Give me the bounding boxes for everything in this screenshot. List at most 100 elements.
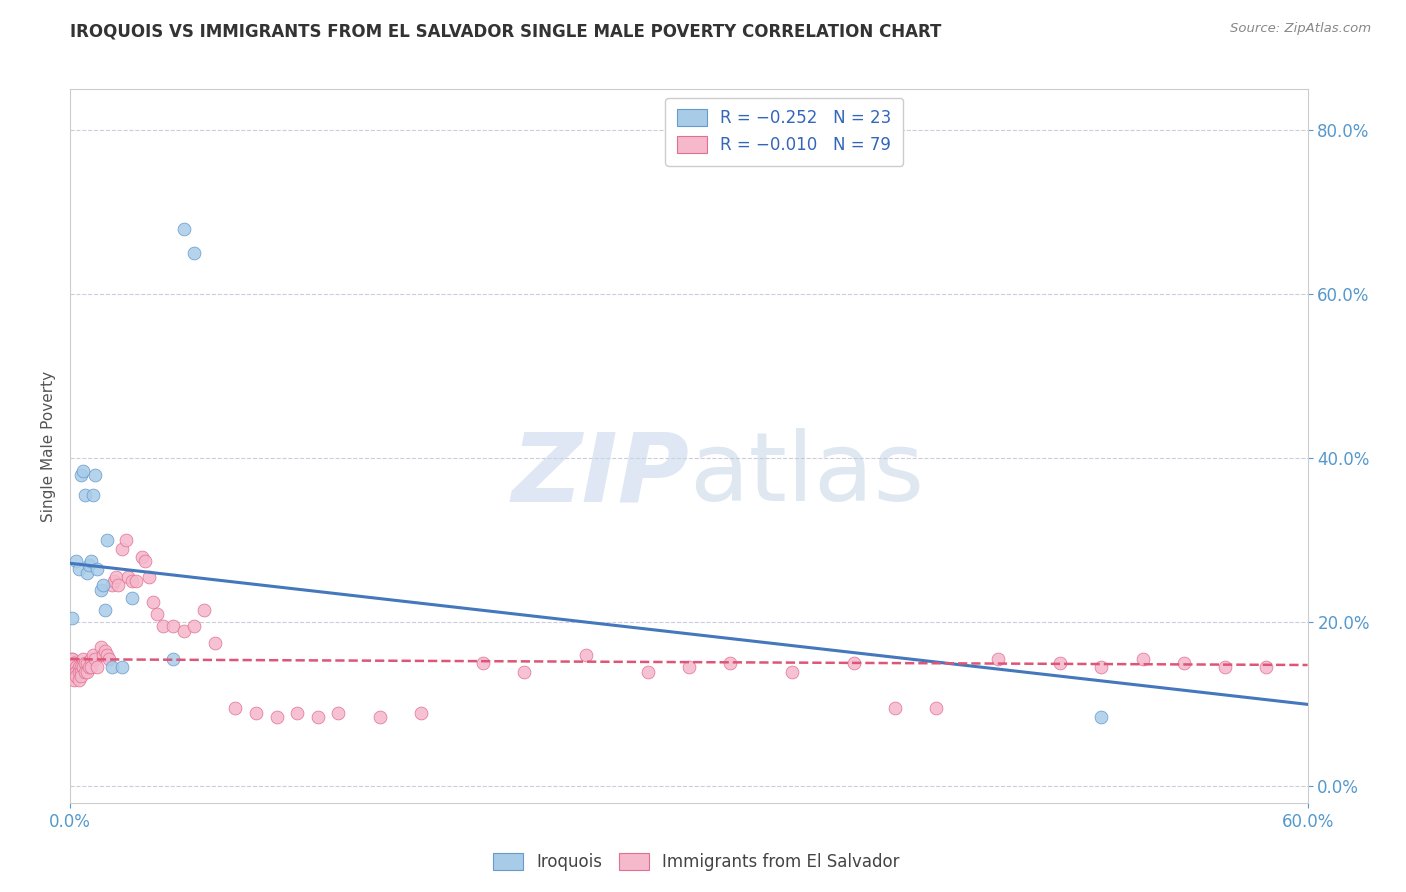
Point: [307, 709, 329, 723]
Point: [245, 706, 267, 720]
Point: [77, 660, 100, 674]
Point: [98, 652, 121, 666]
Point: [146, 607, 169, 622]
Point: [72, 464, 94, 478]
Point: [65, 554, 87, 568]
Point: [224, 701, 246, 715]
Point: [91, 578, 114, 592]
Point: [63, 657, 86, 671]
Text: atlas: atlas: [689, 428, 924, 521]
Point: [1213, 660, 1236, 674]
Legend: R = −0.252   N = 23, R = −0.010   N = 79: R = −0.252 N = 23, R = −0.010 N = 79: [665, 97, 903, 166]
Point: [96, 648, 118, 662]
Point: [111, 660, 134, 674]
Point: [65, 668, 87, 682]
Point: [575, 648, 598, 662]
Point: [67, 660, 90, 674]
Point: [80, 652, 103, 666]
Text: Source: ZipAtlas.com: Source: ZipAtlas.com: [1230, 22, 1371, 36]
Point: [94, 644, 117, 658]
Point: [637, 665, 659, 679]
Point: [60, 668, 83, 682]
Point: [73, 488, 96, 502]
Point: [104, 570, 127, 584]
Point: [266, 709, 288, 723]
Point: [67, 665, 90, 679]
Point: [987, 652, 1010, 666]
Point: [72, 652, 94, 666]
Point: [63, 673, 86, 687]
Point: [60, 660, 83, 674]
Point: [65, 665, 87, 679]
Point: [67, 562, 90, 576]
Point: [204, 636, 226, 650]
Point: [72, 660, 94, 674]
Point: [67, 673, 90, 687]
Point: [1132, 652, 1154, 666]
Point: [162, 652, 184, 666]
Point: [76, 665, 98, 679]
Point: [73, 665, 96, 679]
Point: [780, 665, 803, 679]
Point: [84, 467, 107, 482]
Point: [121, 591, 143, 605]
Point: [82, 648, 104, 662]
Point: [162, 619, 184, 633]
Point: [193, 603, 215, 617]
Point: [328, 706, 350, 720]
Point: [76, 566, 98, 581]
Point: [925, 701, 948, 715]
Point: [86, 562, 108, 576]
Point: [84, 652, 107, 666]
Point: [94, 603, 117, 617]
Point: [60, 652, 83, 666]
Point: [1090, 660, 1112, 674]
Point: [1090, 709, 1112, 723]
Point: [103, 574, 125, 589]
Point: [142, 595, 165, 609]
Point: [1256, 660, 1278, 674]
Point: [138, 570, 160, 584]
Point: [134, 554, 156, 568]
Point: [63, 665, 86, 679]
Point: [121, 574, 143, 589]
Point: [69, 467, 91, 482]
Point: [107, 578, 129, 592]
Point: [152, 619, 174, 633]
Point: [678, 660, 700, 674]
Point: [125, 574, 148, 589]
Point: [69, 665, 91, 679]
Text: ZIP: ZIP: [510, 428, 689, 521]
Point: [1173, 657, 1195, 671]
Point: [409, 706, 432, 720]
Point: [100, 578, 122, 592]
Point: [100, 660, 122, 674]
Point: [131, 549, 153, 564]
Point: [96, 533, 118, 548]
Text: IROQUOIS VS IMMIGRANTS FROM EL SALVADOR SINGLE MALE POVERTY CORRELATION CHART: IROQUOIS VS IMMIGRANTS FROM EL SALVADOR …: [70, 22, 942, 40]
Point: [183, 619, 205, 633]
Point: [91, 648, 114, 662]
Point: [60, 611, 83, 625]
Point: [65, 660, 87, 674]
Point: [471, 657, 494, 671]
Y-axis label: Single Male Poverty: Single Male Poverty: [41, 370, 56, 522]
Point: [368, 709, 391, 723]
Point: [80, 554, 103, 568]
Point: [111, 541, 134, 556]
Point: [173, 624, 195, 638]
Point: [82, 488, 104, 502]
Point: [513, 665, 536, 679]
Point: [69, 660, 91, 674]
Point: [73, 657, 96, 671]
Point: [77, 558, 100, 572]
Point: [718, 657, 741, 671]
Point: [173, 221, 195, 235]
Legend: Iroquois, Immigrants from El Salvador: Iroquois, Immigrants from El Salvador: [484, 845, 908, 880]
Point: [80, 660, 103, 674]
Point: [884, 701, 907, 715]
Point: [285, 706, 308, 720]
Point: [76, 657, 98, 671]
Point: [69, 668, 91, 682]
Point: [1049, 657, 1071, 671]
